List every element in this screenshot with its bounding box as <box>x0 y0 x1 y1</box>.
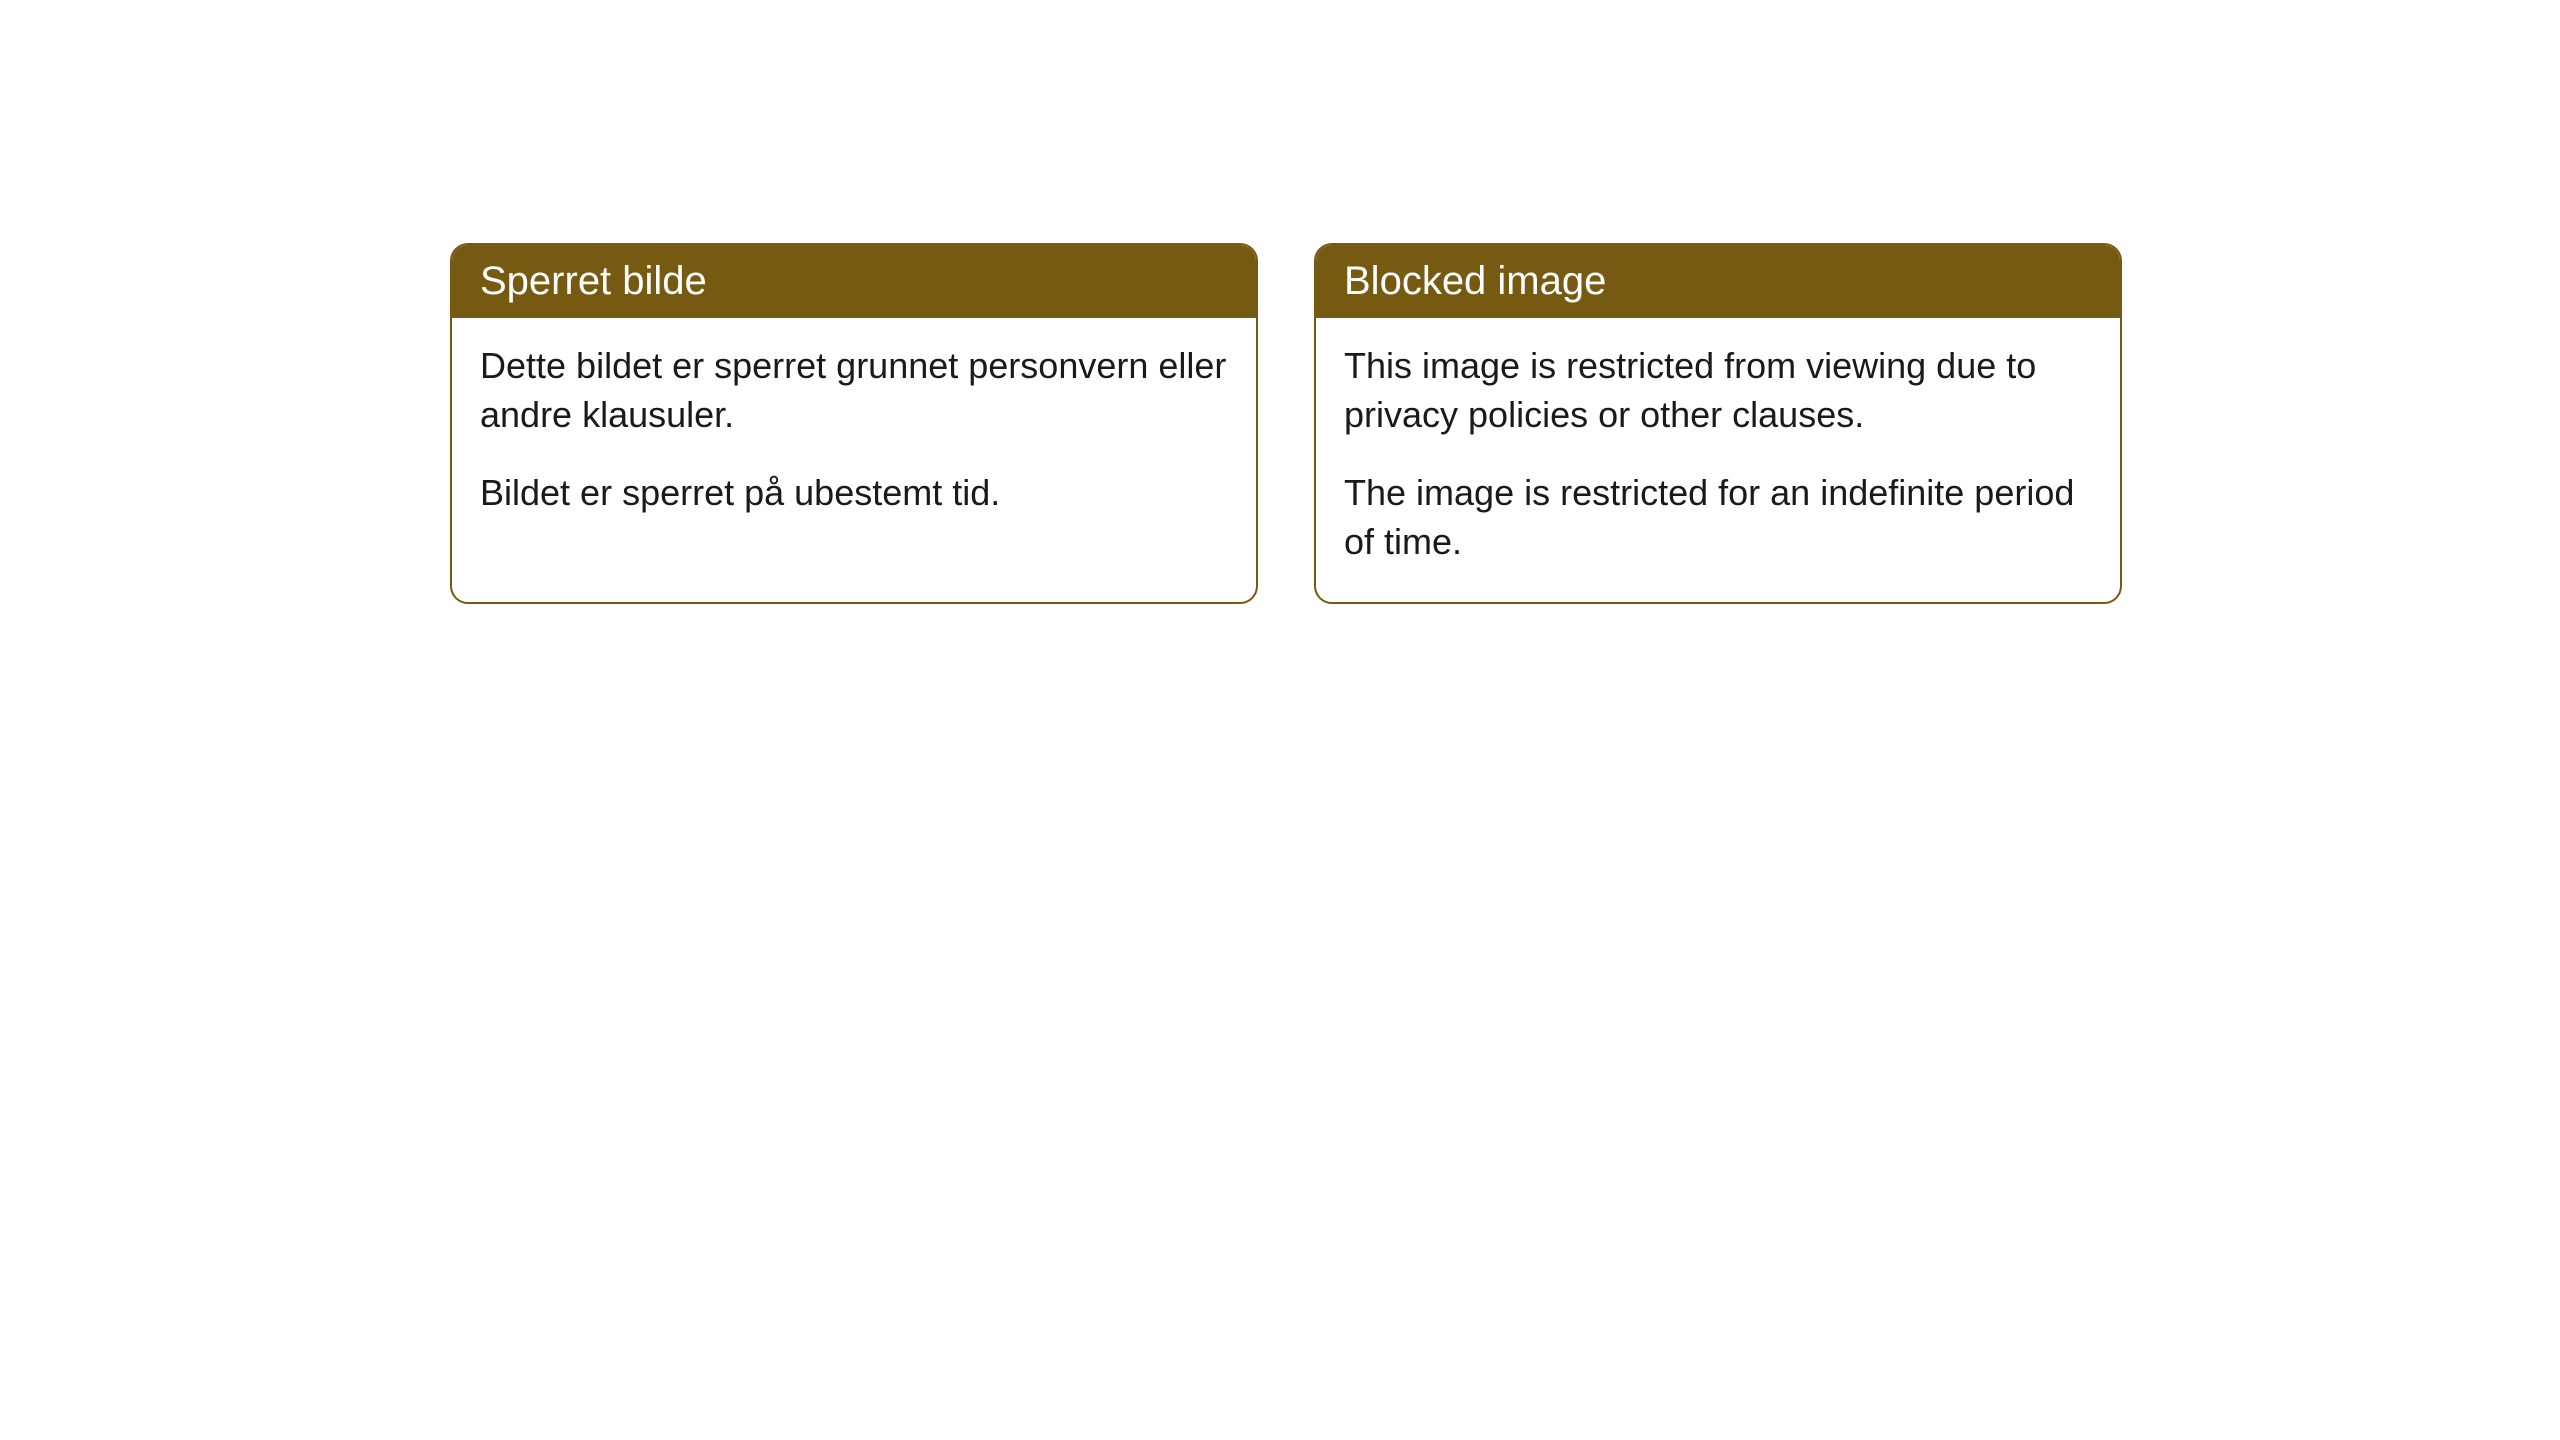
card-title: Blocked image <box>1344 259 1606 303</box>
card-paragraph: Bildet er sperret på ubestemt tid. <box>480 469 1228 518</box>
card-paragraph: This image is restricted from viewing du… <box>1344 342 2092 439</box>
card-header: Blocked image <box>1316 245 2120 318</box>
card-header: Sperret bilde <box>452 245 1256 318</box>
card-body: This image is restricted from viewing du… <box>1316 318 2120 602</box>
card-title: Sperret bilde <box>480 259 707 303</box>
card-body: Dette bildet er sperret grunnet personve… <box>452 318 1256 554</box>
card-paragraph: The image is restricted for an indefinit… <box>1344 469 2092 566</box>
card-paragraph: Dette bildet er sperret grunnet personve… <box>480 342 1228 439</box>
notice-card-norwegian: Sperret bilde Dette bildet er sperret gr… <box>450 243 1258 604</box>
notice-card-english: Blocked image This image is restricted f… <box>1314 243 2122 604</box>
notice-cards-container: Sperret bilde Dette bildet er sperret gr… <box>450 243 2560 604</box>
